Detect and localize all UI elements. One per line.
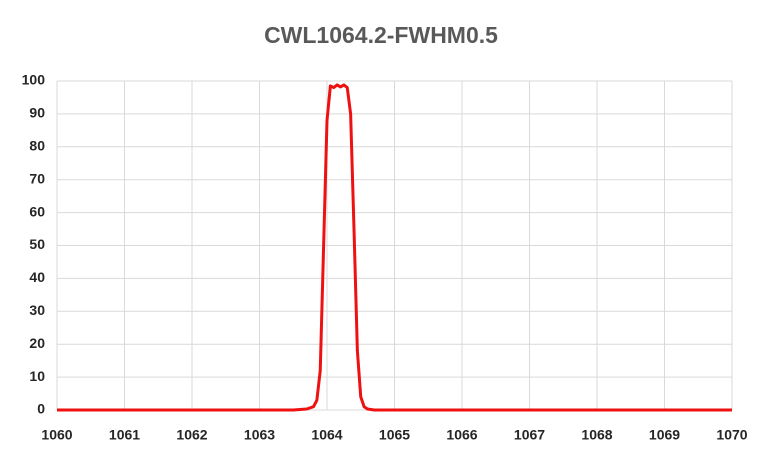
- x-tick-label: 1070: [716, 427, 747, 443]
- y-tick-label: 20: [29, 335, 45, 351]
- x-tick-label: 1065: [379, 427, 410, 443]
- y-tick-label: 70: [29, 170, 45, 186]
- x-tick-label: 1063: [244, 427, 275, 443]
- y-tick-label: 90: [29, 105, 45, 121]
- y-tick-label: 30: [29, 302, 45, 318]
- data-line: [57, 83, 732, 412]
- x-tick-label: 1068: [581, 427, 612, 443]
- x-tick-label: 1067: [514, 427, 545, 443]
- y-tick-label: 100: [22, 72, 46, 88]
- y-tick-label: 10: [29, 368, 45, 384]
- x-tick-label: 1066: [446, 427, 477, 443]
- y-tick-label: 80: [29, 138, 45, 154]
- x-tick-label: 1069: [649, 427, 680, 443]
- x-tick-label: 1062: [176, 427, 207, 443]
- chart-title: CWL1064.2-FWHM0.5: [264, 22, 498, 48]
- y-tick-label: 50: [29, 236, 45, 252]
- y-tick-label: 40: [29, 269, 45, 285]
- x-tick-label: 1064: [311, 427, 342, 443]
- y-tick-label: 60: [29, 203, 45, 219]
- x-tick-label: 1060: [41, 427, 72, 443]
- y-tick-label: 0: [37, 401, 45, 417]
- x-tick-label: 1061: [109, 427, 140, 443]
